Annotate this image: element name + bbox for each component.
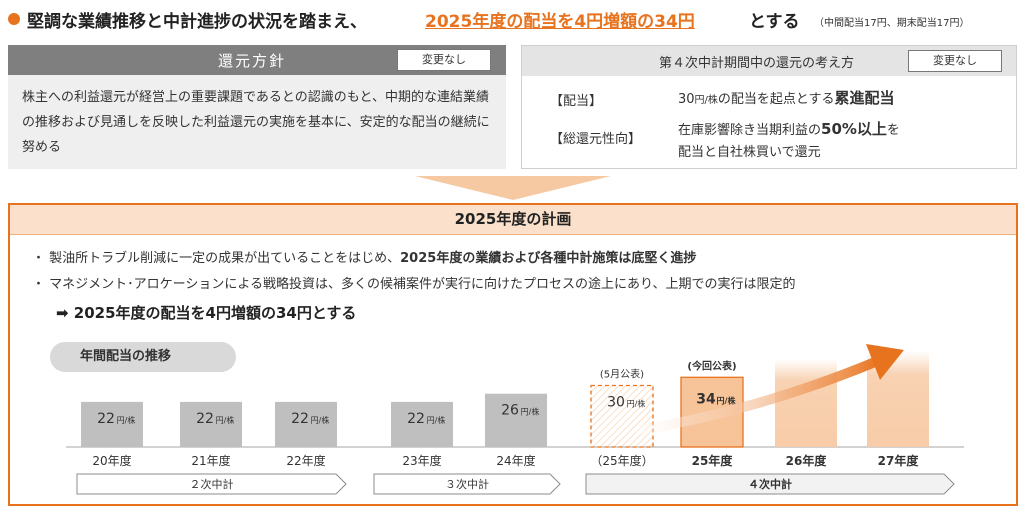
page-title: 堅調な業績推移と中計進捗の状況を踏まえ、 2025年度の配当を4円増額の34円 … (8, 5, 1018, 33)
plan-bullet-1-text: ・ 製油所トラブル削減に一定の成果が出ていることをはじめ、 (32, 251, 401, 266)
dividend-key: 【配当】 (550, 94, 603, 109)
chart-title-pill: 年間配当の推移 (50, 342, 236, 372)
plan-conclusion: ➡ 2025年度の配当を4円増額の34円とする (56, 304, 357, 322)
dividend-value-num: 30 (678, 92, 695, 107)
plan-bullet-1: ・ 製油所トラブル削減に一定の成果が出ていることをはじめ、2025年度の業績およ… (32, 247, 696, 266)
dividend-value-bold: 累進配当 (834, 89, 895, 107)
mtp-header: 第４次中計期間中の還元の考え方 変更なし (522, 46, 1016, 76)
mtp-panel: 第４次中計期間中の還元の考え方 変更なし 【配当】 30円/株の配当を起点とする… (521, 45, 1017, 169)
plan-panel: 2025年度の計画 ・ 製油所トラブル削減に一定の成果が出ていることをはじめ、2… (8, 203, 1018, 506)
policy-header: 還元方針 変更なし (8, 45, 506, 75)
mtp-header-label: 第４次中計期間中の還元の考え方 (659, 56, 855, 71)
payout-value-text: 在庫影響除き当期利益の (678, 123, 822, 138)
plan-header: 2025年度の計画 (10, 205, 1016, 235)
title-highlight: 2025年度の配当を4円増額の34円 (425, 12, 695, 32)
policy-status-badge: 変更なし (397, 49, 491, 71)
payout-value-line2: 配当と自社株買いで還元 (678, 145, 821, 160)
plan-bullet-2: ・ マネジメント･アロケーションによる戦略投資は、多くの候補案件が実行に向けたプ… (32, 277, 796, 292)
title-note: （中間配当17円、期末配当17円） (814, 18, 970, 29)
mtp-status-badge: 変更なし (908, 50, 1002, 72)
policy-body: 株主への利益還元が経営上の重要課題であるとの認識のもと、中期的な連結業績の推移お… (22, 90, 490, 155)
down-arrow-icon (415, 176, 611, 200)
title-part-3: とする (749, 12, 800, 32)
dividend-value: 30円/株の配当を起点とする累進配当 (678, 87, 895, 112)
plan-bullet-1-bold: 2025年度の業績および各種中計施策は底堅く進捗 (400, 251, 697, 266)
payout-key: 【総還元性向】 (550, 132, 642, 147)
bullet-dot-icon (8, 13, 20, 25)
dividend-value-text: の配当を起点とする (717, 92, 835, 107)
title-part-1: 堅調な業績推移と中計進捗の状況を踏まえ、 (27, 12, 367, 32)
payout-value-text-2: を (886, 123, 900, 138)
payout-value: 在庫影響除き当期利益の50%以上を配当と自社株買いで還元 (678, 118, 900, 164)
payout-value-bold: 50%以上 (821, 120, 887, 138)
policy-panel: 還元方針 変更なし 株主への利益還元が経営上の重要課題であるとの認識のもと、中期… (8, 45, 506, 169)
dividend-value-unit: 円/株 (694, 95, 718, 106)
policy-header-label: 還元方針 (218, 52, 287, 70)
